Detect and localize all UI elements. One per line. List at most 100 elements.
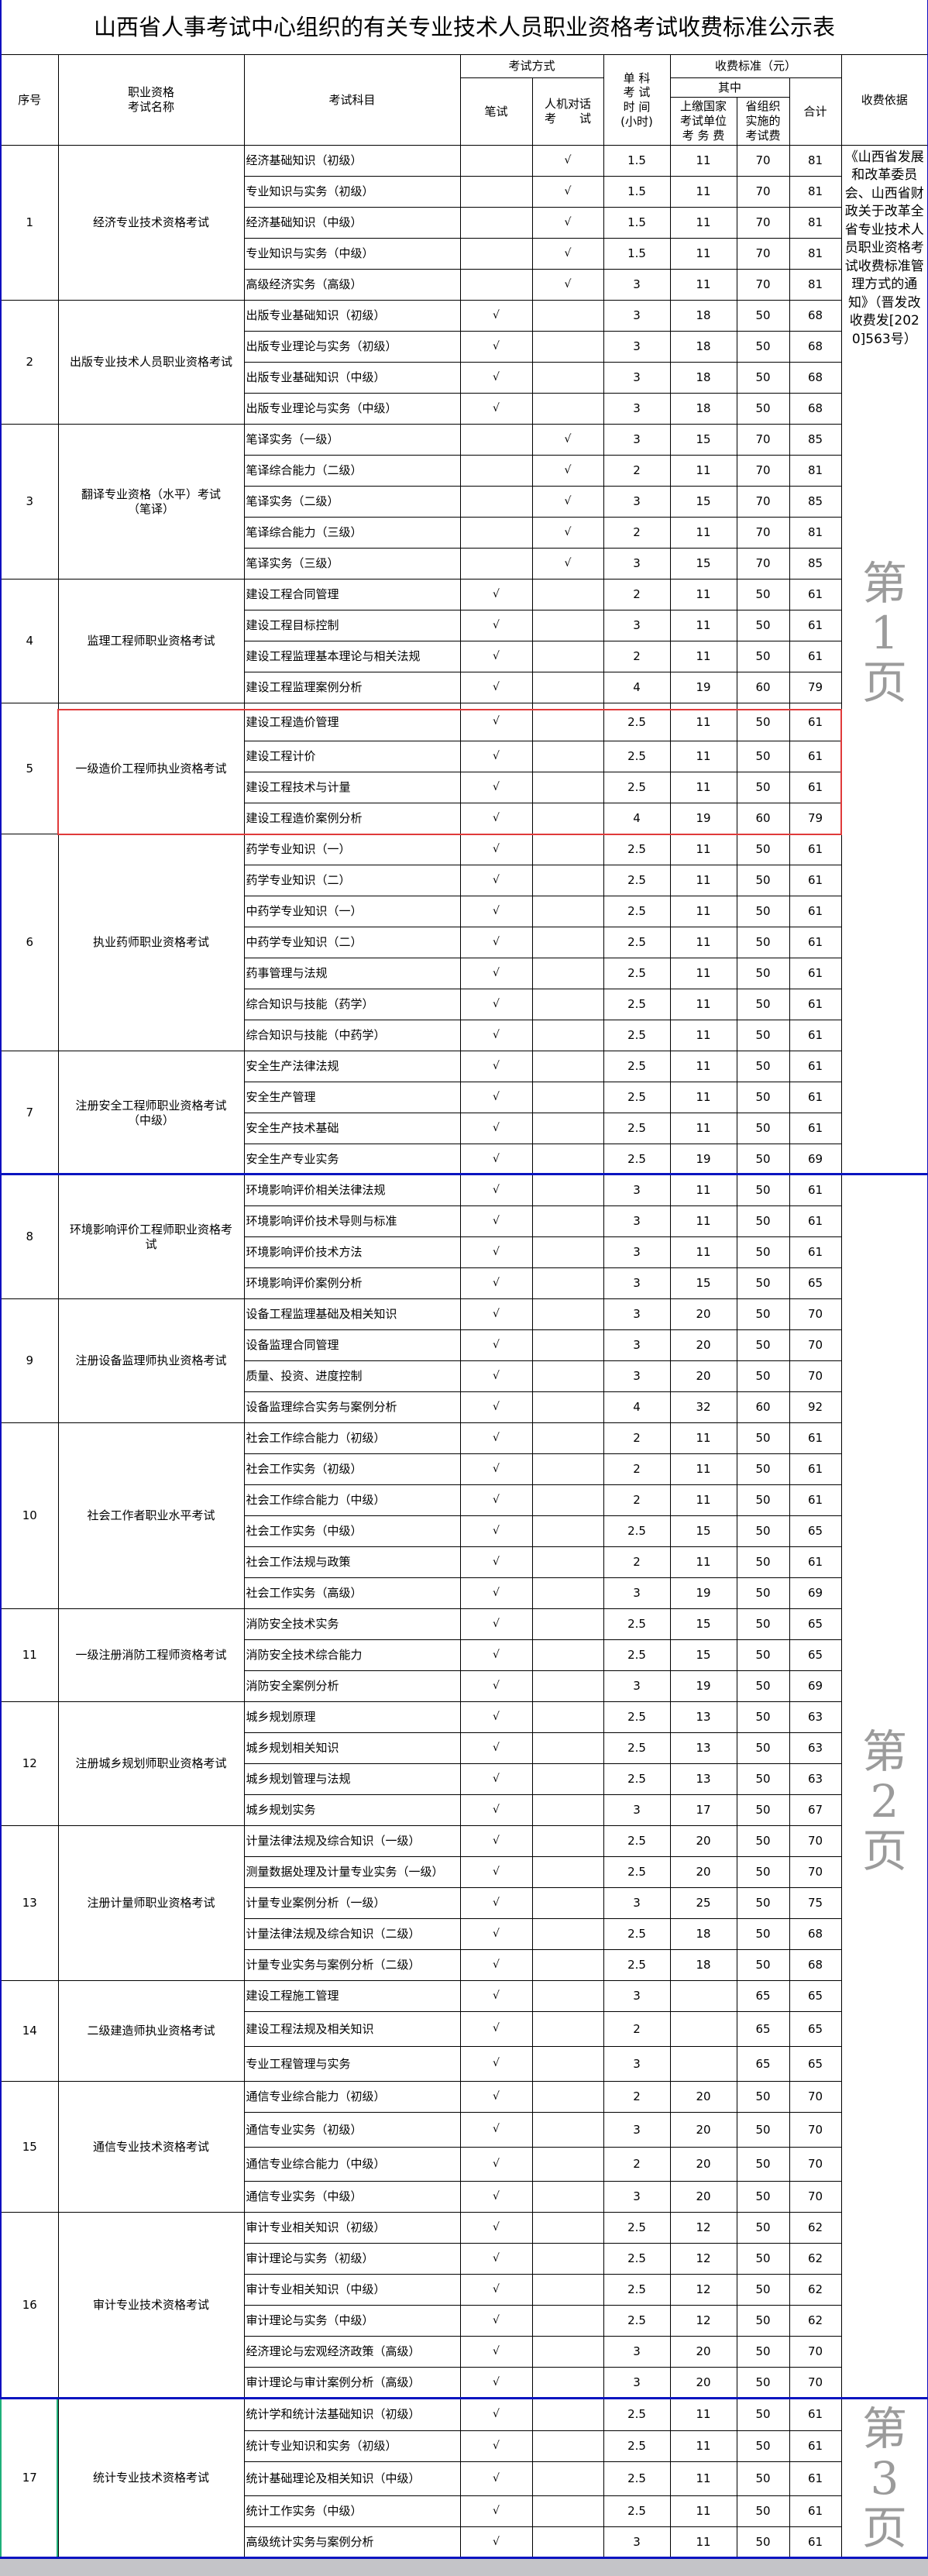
- national-fee-cell[interactable]: 12: [669, 2274, 737, 2306]
- written-check[interactable]: √: [459, 1113, 533, 1144]
- national-fee-cell[interactable]: 32: [669, 1391, 737, 1423]
- written-check[interactable]: √: [459, 2398, 533, 2431]
- national-fee-cell[interactable]: 11: [669, 772, 737, 803]
- written-check[interactable]: [459, 455, 533, 487]
- computer-check[interactable]: [531, 1825, 604, 1857]
- provincial-fee-cell[interactable]: 50: [736, 1144, 790, 1175]
- hours-cell[interactable]: 3: [603, 393, 671, 425]
- hours-cell[interactable]: 2.5: [603, 1763, 671, 1795]
- written-check[interactable]: √: [459, 610, 533, 641]
- subject-cell[interactable]: 审计专业相关知识（中级）: [243, 2274, 461, 2306]
- written-check[interactable]: √: [459, 1794, 533, 1826]
- total-fee-cell[interactable]: 61: [789, 989, 842, 1020]
- hours-cell[interactable]: 2.5: [603, 2430, 671, 2462]
- provincial-fee-cell[interactable]: 70: [736, 176, 790, 208]
- hours-cell[interactable]: 2.5: [603, 2212, 671, 2244]
- total-fee-cell[interactable]: 85: [789, 424, 842, 456]
- computer-check[interactable]: [531, 1980, 604, 2012]
- provincial-fee-cell[interactable]: 50: [736, 2367, 790, 2399]
- subject-cell[interactable]: 社会工作实务（初级）: [243, 1453, 461, 1485]
- computer-check[interactable]: [531, 1360, 604, 1392]
- written-check[interactable]: √: [459, 772, 533, 803]
- national-fee-cell[interactable]: 18: [669, 1949, 737, 1981]
- computer-check[interactable]: √: [531, 548, 604, 580]
- written-check[interactable]: √: [459, 362, 533, 394]
- seq-cell[interactable]: 7: [0, 1051, 59, 1175]
- provincial-fee-cell[interactable]: 50: [736, 1051, 790, 1082]
- written-check[interactable]: [459, 176, 533, 208]
- subject-cell[interactable]: 专业知识与实务（初级）: [243, 176, 461, 208]
- hours-cell[interactable]: 2: [603, 455, 671, 487]
- hours-cell[interactable]: 3: [603, 2367, 671, 2399]
- written-check[interactable]: √: [459, 1639, 533, 1671]
- computer-check[interactable]: [531, 1144, 604, 1175]
- computer-check[interactable]: [531, 1577, 604, 1609]
- national-fee-cell[interactable]: 11: [669, 2398, 737, 2431]
- subject-cell[interactable]: 建设工程施工管理: [243, 1980, 461, 2012]
- written-check[interactable]: √: [459, 1391, 533, 1423]
- subject-cell[interactable]: 经济基础知识（初级）: [243, 145, 461, 177]
- written-check[interactable]: √: [459, 2526, 533, 2558]
- hours-cell[interactable]: 2.5: [603, 1608, 671, 1640]
- fee-basis-cell[interactable]: 《山西省发展和改革委员会、山西省财政关于改革全省专业技术人员职业资格考试收费标准…: [840, 145, 928, 2558]
- provincial-fee-cell[interactable]: 50: [736, 1701, 790, 1733]
- provincial-fee-cell[interactable]: 50: [736, 1298, 790, 1330]
- computer-check[interactable]: [531, 2181, 604, 2213]
- provincial-fee-cell[interactable]: 50: [736, 2274, 790, 2306]
- provincial-fee-cell[interactable]: 50: [736, 1608, 790, 1640]
- written-check[interactable]: [459, 238, 533, 270]
- seq-cell[interactable]: 9: [0, 1298, 59, 1423]
- total-fee-cell[interactable]: 61: [789, 1484, 842, 1516]
- total-fee-cell[interactable]: 61: [789, 610, 842, 641]
- total-fee-cell[interactable]: 68: [789, 362, 842, 394]
- written-check[interactable]: [459, 517, 533, 549]
- hours-cell[interactable]: 3: [603, 2112, 671, 2148]
- seq-cell[interactable]: 13: [0, 1825, 59, 1981]
- total-fee-cell[interactable]: 81: [789, 145, 842, 177]
- exam-name-cell[interactable]: 注册安全工程师职业资格考试 （中级）: [57, 1051, 245, 1175]
- hours-cell[interactable]: 2: [603, 517, 671, 549]
- national-fee-cell[interactable]: 11: [669, 1484, 737, 1516]
- subject-cell[interactable]: 建设工程造价案例分析: [243, 803, 461, 834]
- subject-cell[interactable]: 社会工作综合能力（中级）: [243, 1484, 461, 1516]
- written-check[interactable]: √: [459, 1856, 533, 1888]
- written-check[interactable]: [459, 145, 533, 177]
- subject-cell[interactable]: 城乡规划相关知识: [243, 1732, 461, 1764]
- computer-check[interactable]: [531, 1546, 604, 1578]
- computer-check[interactable]: √: [531, 207, 604, 239]
- provincial-fee-cell[interactable]: 50: [736, 1453, 790, 1485]
- computer-check[interactable]: [531, 2461, 604, 2496]
- computer-check[interactable]: [531, 958, 604, 989]
- provincial-fee-cell[interactable]: 50: [736, 703, 790, 741]
- provincial-fee-cell[interactable]: 50: [736, 1422, 790, 1454]
- hours-cell[interactable]: 2.5: [603, 1082, 671, 1113]
- total-fee-cell[interactable]: 70: [789, 2181, 842, 2213]
- provincial-fee-cell[interactable]: 70: [736, 269, 790, 301]
- hours-cell[interactable]: 2.5: [603, 2461, 671, 2496]
- computer-check[interactable]: [531, 610, 604, 641]
- subject-cell[interactable]: 笔译实务（二级）: [243, 486, 461, 518]
- total-fee-cell[interactable]: 61: [789, 896, 842, 927]
- written-check[interactable]: √: [459, 989, 533, 1020]
- national-fee-cell[interactable]: 11: [669, 207, 737, 239]
- subject-cell[interactable]: 城乡规划管理与法规: [243, 1763, 461, 1795]
- subject-cell[interactable]: 出版专业理论与实务（中级）: [243, 393, 461, 425]
- subject-cell[interactable]: 统计基础理论及相关知识（中级）: [243, 2461, 461, 2496]
- provincial-fee-cell[interactable]: 50: [736, 1639, 790, 1671]
- written-check[interactable]: √: [459, 300, 533, 332]
- subject-cell[interactable]: 计量专业案例分析（一级）: [243, 1887, 461, 1919]
- hours-cell[interactable]: 2.5: [603, 834, 671, 865]
- provincial-fee-cell[interactable]: 50: [736, 1949, 790, 1981]
- provincial-fee-cell[interactable]: 70: [736, 486, 790, 518]
- provincial-fee-cell[interactable]: 50: [736, 1546, 790, 1578]
- hours-cell[interactable]: 2.5: [603, 865, 671, 896]
- written-check[interactable]: [459, 207, 533, 239]
- hours-cell[interactable]: 1.5: [603, 145, 671, 177]
- written-check[interactable]: √: [459, 2081, 533, 2113]
- national-fee-cell[interactable]: 20: [669, 1856, 737, 1888]
- provincial-fee-cell[interactable]: 50: [736, 610, 790, 641]
- computer-check[interactable]: [531, 1608, 604, 1640]
- total-fee-cell[interactable]: 65: [789, 1639, 842, 1671]
- hours-cell[interactable]: 2.5: [603, 2243, 671, 2275]
- provincial-fee-cell[interactable]: 50: [736, 772, 790, 803]
